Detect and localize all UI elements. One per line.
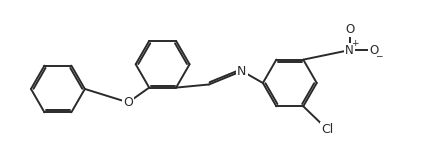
Text: O: O xyxy=(369,44,378,57)
Text: −: − xyxy=(375,51,383,61)
Text: O: O xyxy=(123,96,133,109)
Text: N: N xyxy=(345,44,354,57)
Text: N: N xyxy=(237,64,247,77)
Text: +: + xyxy=(351,39,359,48)
Text: O: O xyxy=(345,23,354,36)
Text: Cl: Cl xyxy=(321,123,333,136)
